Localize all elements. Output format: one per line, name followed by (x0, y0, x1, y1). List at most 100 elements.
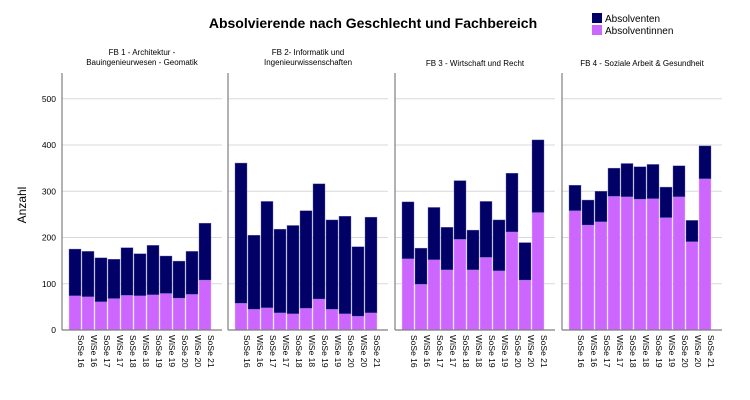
bar-absolventen (531, 139, 545, 213)
legend: Absolventen Absolventinnen (592, 13, 673, 37)
x-tick-label: SoSe 21 (372, 335, 382, 368)
bar-absolventinnen (646, 198, 660, 331)
x-tick-label: SoSe 18 (461, 335, 471, 368)
x-tick-label: SoSe 16 (242, 335, 252, 368)
bar-absolventinnen (68, 295, 82, 331)
y-tick-label: 400 (42, 140, 56, 150)
panel-title: FB 2- Informatik und (272, 48, 344, 57)
bar-absolventinnen (146, 294, 160, 331)
bar-absolventen (401, 201, 415, 259)
x-tick-label: WiSe 16 (255, 335, 265, 367)
x-tick-label: SoSe 17 (435, 335, 445, 368)
bar-absolventinnen (698, 178, 712, 331)
bar-absolventinnen (351, 315, 365, 331)
bar-absolventinnen (185, 294, 199, 331)
x-tick-label: WiSe 17 (115, 335, 125, 367)
bar-absolventinnen (299, 308, 313, 331)
bar-absolventen (568, 185, 582, 211)
bar-absolventen (607, 167, 621, 197)
panel-title: FB 3 - Wirtschaft und Recht (426, 59, 525, 68)
bar-absolventen (68, 248, 82, 296)
bar-absolventen (273, 228, 287, 314)
bar-absolventinnen (120, 295, 134, 331)
bar-absolventen (198, 222, 212, 281)
bar-absolventen (479, 201, 493, 258)
bar-absolventen (453, 180, 467, 240)
bar-absolventen (338, 216, 352, 315)
bar-absolventinnen (247, 308, 261, 331)
x-tick-label: WiSe 17 (448, 335, 458, 367)
bar-absolventen (364, 216, 378, 314)
bar-absolventen (286, 225, 300, 315)
x-tick-label: SoSe 18 (294, 335, 304, 368)
bar-absolventen (260, 201, 274, 309)
bar-absolventen (94, 257, 108, 302)
panel-title: FB 4 - Soziale Arbeit & Gesundheit (580, 59, 704, 68)
x-tick-label: WiSe 20 (526, 335, 536, 367)
x-tick-label: SoSe 17 (102, 335, 112, 368)
bar-absolventen (414, 247, 428, 285)
bar-absolventen (594, 191, 608, 222)
bar-absolventen (492, 219, 506, 272)
bar-absolventinnen (81, 296, 95, 331)
bar-absolventinnen (479, 257, 493, 331)
bar-absolventinnen (94, 301, 108, 331)
x-tick-label: WiSe 16 (589, 335, 599, 367)
bar-absolventen (518, 242, 532, 281)
x-tick-label: SoSe 21 (539, 335, 549, 368)
bar-absolventen (440, 227, 454, 271)
bar-absolventen (159, 255, 173, 294)
y-axis-label: Anzahl (15, 187, 29, 224)
x-tick-label: WiSe 20 (359, 335, 369, 367)
bar-absolventen (247, 234, 261, 310)
x-tick-label: SoSe 19 (487, 335, 497, 368)
panel-title: Bauingenieurwesen - Geomatik (86, 58, 199, 67)
x-tick-label: SoSe 21 (206, 335, 216, 368)
bar-absolventinnen (607, 196, 621, 331)
bar-absolventinnen (273, 312, 287, 331)
bar-absolventinnen (594, 221, 608, 331)
legend-label-absolventen: Absolventen (605, 14, 660, 25)
bar-absolventinnen (505, 231, 519, 331)
x-tick-label: WiSe 19 (500, 335, 510, 367)
bar-absolventen (312, 183, 326, 300)
bar-absolventinnen (414, 284, 428, 331)
y-tick-label: 200 (42, 233, 56, 243)
x-tick-label: SoSe 18 (628, 335, 638, 368)
bar-absolventinnen (312, 298, 326, 331)
y-tick-label: 500 (42, 94, 56, 104)
x-tick-label: SoSe 16 (76, 335, 86, 368)
panel-2: FB 2- Informatik undIngenieurwissenschaf… (227, 48, 388, 368)
y-axis-ticks: 0 100 200 300 400 500 (42, 94, 56, 335)
bar-absolventen (234, 162, 248, 304)
bar-absolventinnen (234, 302, 248, 331)
bar-absolventen (351, 246, 365, 317)
x-tick-label: SoSe 20 (680, 335, 690, 368)
y-tick-label: 100 (42, 279, 56, 289)
bar-absolventen (185, 251, 199, 295)
bar-absolventinnen (401, 258, 415, 331)
panel-1: FB 1 - Architektur -Bauingenieurwesen - … (61, 48, 222, 368)
bar-absolventen (81, 251, 95, 297)
panel-title: Ingenieurwissenschaften (264, 58, 352, 67)
legend-swatch-absolventen (592, 13, 602, 23)
bar-absolventinnen (672, 196, 686, 331)
bar-absolventen (146, 245, 160, 296)
y-tick-label: 0 (51, 325, 56, 335)
bar-absolventinnen (286, 313, 300, 331)
bar-absolventinnen (107, 298, 121, 331)
x-tick-label: SoSe 21 (706, 335, 716, 368)
bar-absolventinnen (685, 241, 699, 331)
x-tick-label: SoSe 20 (180, 335, 190, 368)
x-tick-label: WiSe 18 (474, 335, 484, 367)
x-tick-label: WiSe 17 (281, 335, 291, 367)
x-tick-label: WiSe 16 (422, 335, 432, 367)
bar-absolventen (685, 220, 699, 242)
bar-absolventinnen (427, 259, 441, 331)
bar-absolventinnen (492, 270, 506, 331)
bar-absolventinnen (568, 210, 582, 331)
x-tick-label: SoSe 20 (346, 335, 356, 368)
panel-4: FB 4 - Soziale Arbeit & Gesundheit SoSe 1… (561, 59, 722, 368)
